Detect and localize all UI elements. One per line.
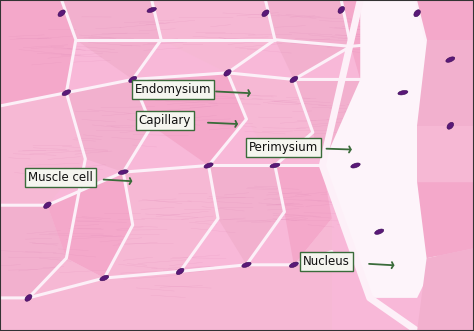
Ellipse shape xyxy=(62,90,71,96)
Ellipse shape xyxy=(118,170,128,174)
Text: Muscle cell: Muscle cell xyxy=(28,170,93,184)
Polygon shape xyxy=(62,0,161,79)
Ellipse shape xyxy=(58,10,65,17)
Ellipse shape xyxy=(147,7,156,13)
Ellipse shape xyxy=(204,163,213,168)
Polygon shape xyxy=(0,93,85,205)
Ellipse shape xyxy=(398,90,408,95)
Text: Endomysium: Endomysium xyxy=(135,83,211,96)
Polygon shape xyxy=(66,79,152,172)
Polygon shape xyxy=(133,73,246,166)
Polygon shape xyxy=(322,0,474,298)
Ellipse shape xyxy=(374,229,384,234)
Ellipse shape xyxy=(270,163,280,168)
Polygon shape xyxy=(341,0,427,79)
Ellipse shape xyxy=(44,202,51,209)
Polygon shape xyxy=(275,166,332,265)
Ellipse shape xyxy=(129,76,137,82)
Ellipse shape xyxy=(262,10,269,17)
Text: Perimysium: Perimysium xyxy=(249,141,318,154)
Ellipse shape xyxy=(176,268,184,275)
Ellipse shape xyxy=(242,262,251,267)
Polygon shape xyxy=(228,73,313,166)
Polygon shape xyxy=(123,166,218,271)
Ellipse shape xyxy=(224,70,231,76)
Polygon shape xyxy=(0,205,66,298)
Ellipse shape xyxy=(100,275,109,281)
Polygon shape xyxy=(209,166,284,265)
Ellipse shape xyxy=(351,163,360,168)
Polygon shape xyxy=(0,0,76,106)
Polygon shape xyxy=(417,248,474,331)
Polygon shape xyxy=(417,0,474,40)
Text: Capillary: Capillary xyxy=(139,114,191,127)
Polygon shape xyxy=(417,0,474,40)
Ellipse shape xyxy=(25,295,32,301)
Text: Nucleus: Nucleus xyxy=(303,255,349,268)
Ellipse shape xyxy=(414,10,420,17)
Polygon shape xyxy=(265,0,351,79)
Polygon shape xyxy=(417,126,474,182)
Ellipse shape xyxy=(446,57,455,62)
Ellipse shape xyxy=(290,262,298,267)
Ellipse shape xyxy=(338,7,345,13)
Polygon shape xyxy=(0,218,332,331)
Polygon shape xyxy=(294,79,370,166)
Polygon shape xyxy=(417,40,474,126)
Polygon shape xyxy=(417,182,474,258)
Ellipse shape xyxy=(447,122,454,129)
Polygon shape xyxy=(47,172,133,278)
Polygon shape xyxy=(152,0,275,73)
Ellipse shape xyxy=(290,76,298,82)
